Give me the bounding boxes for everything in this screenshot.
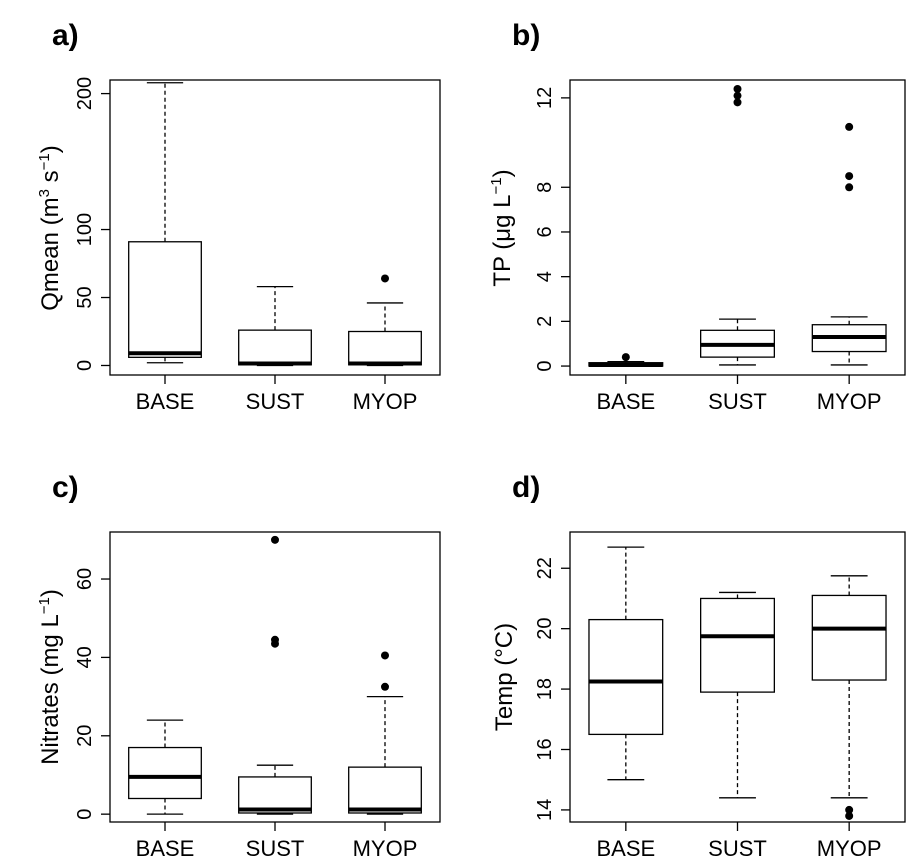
iqr-box [238,776,312,814]
x-axis: BASE SUST MYOP [136,822,418,861]
y-axis-title: Temp (°C) [491,623,518,731]
box-myop [348,651,422,815]
y-axis: 0 2 4 6 8 12 [534,87,570,372]
y-tick-label: 18 [534,678,556,700]
x-axis: BASE SUST MYOP [596,822,882,861]
panel-label: c) [52,471,79,504]
x-tick-label: BASE [136,836,195,861]
x-tick-label: BASE [596,836,655,861]
box-base [128,82,202,364]
y-tick-label: 4 [534,271,556,282]
outlier-point [621,353,630,362]
y-axis: 14 16 18 20 22 [534,557,570,821]
y-axis-title-text: ) [489,169,516,177]
y-axis-title: Nitrates (mg L−1) [36,589,64,765]
y-axis-title-text: Temp (°C) [491,623,518,731]
y-tick-label: 2 [534,316,556,327]
y-axis: 0 20 40 60 [74,568,110,820]
y-tick-label: 20 [74,725,96,747]
outlier-point [271,635,279,644]
y-axis-title: TP (μg L−1) [488,169,516,286]
box-sust [238,285,312,367]
outlier-point [381,274,389,283]
box-myop [348,274,422,367]
outlier-point [733,98,742,107]
x-tick-label: MYOP [353,836,418,861]
outlier-point [845,122,854,131]
x-tick-label: MYOP [817,389,882,414]
y-tick-label: 200 [74,77,96,110]
outlier-point [845,811,854,820]
y-axis-title-text: ) [37,589,64,597]
outlier-point [381,651,389,660]
outlier-point [381,682,389,691]
x-tick-label: SUST [708,836,767,861]
y-tick-label: 20 [534,618,556,640]
iqr-box [811,594,887,681]
x-axis: BASE SUST MYOP [136,375,418,414]
panel-label: a) [52,19,79,52]
x-tick-label: SUST [708,389,767,414]
panel-4: d) 14 16 18 20 22 BASE SUST MYOP Temp (°C) [491,471,906,861]
outlier-point [733,91,742,100]
box-base [588,546,664,781]
box-myop [811,575,887,820]
y-tick-label: 6 [534,226,556,237]
iqr-box [588,618,664,736]
panel-label: d) [512,471,540,504]
y-tick-label: 12 [534,87,556,109]
y-tick-label: 100 [74,213,96,246]
x-tick-label: MYOP [817,836,882,861]
x-tick-label: SUST [246,836,305,861]
box-myop [811,122,887,366]
x-tick-label: MYOP [353,389,418,414]
y-axis-title-text: Nitrates (mg L [37,614,64,765]
x-tick-label: BASE [596,389,655,414]
x-tick-label: SUST [246,389,305,414]
panel-3: c) 0 20 40 60 BASE SUST MYOP Nitrates (mg L−1) [36,471,441,861]
outlier-point [845,805,854,814]
y-axis-title: Qmean (m3 s−1) [36,145,64,310]
y-axis-title-superscript: 3 [36,189,53,197]
y-tick-label: 16 [534,738,556,760]
y-axis-title-superscript: −1 [36,597,53,614]
y-axis-title-text: Qmean (m [37,197,64,310]
panel-label: b) [512,19,540,52]
iqr-box [348,330,422,366]
y-tick-label: 50 [74,286,96,308]
iqr-box [348,766,422,814]
box-base [128,719,202,815]
y-axis: 0 50 100 200 [74,77,110,371]
x-axis: BASE SUST MYOP [596,375,882,414]
outlier-point [733,84,742,93]
outlier-point [271,535,279,544]
y-tick-label: 8 [534,182,556,193]
y-axis-title-superscript: −1 [36,153,53,170]
panel-2: b) 0 2 4 6 8 12 BASE SUST MYOP TP (μg L−1) [488,19,906,414]
y-axis-title-text: TP (μg L [489,195,516,287]
box-sust [238,535,312,815]
iqr-box [128,241,202,358]
y-tick-label: 0 [74,809,96,820]
y-tick-label: 0 [534,360,556,371]
y-axis-title-text: ) [37,145,64,153]
box-sust [700,84,776,366]
outlier-point [845,183,854,192]
iqr-box [238,329,312,366]
outlier-point [845,172,854,181]
box-sust [700,591,776,799]
iqr-box [700,597,776,693]
panel-1: a) 0 50 100 200 BASE SUST MYOP Qmean (m3 s−1) [36,19,441,414]
y-tick-label: 0 [74,360,96,371]
y-tick-label: 60 [74,568,96,590]
y-axis-title-text: s [37,170,64,189]
box-base [588,353,664,367]
y-tick-label: 40 [74,646,96,668]
y-tick-label: 22 [534,557,556,579]
y-tick-label: 14 [534,799,556,821]
iqr-box [128,746,202,800]
x-tick-label: BASE [136,389,195,414]
y-axis-title-superscript: −1 [488,177,505,194]
